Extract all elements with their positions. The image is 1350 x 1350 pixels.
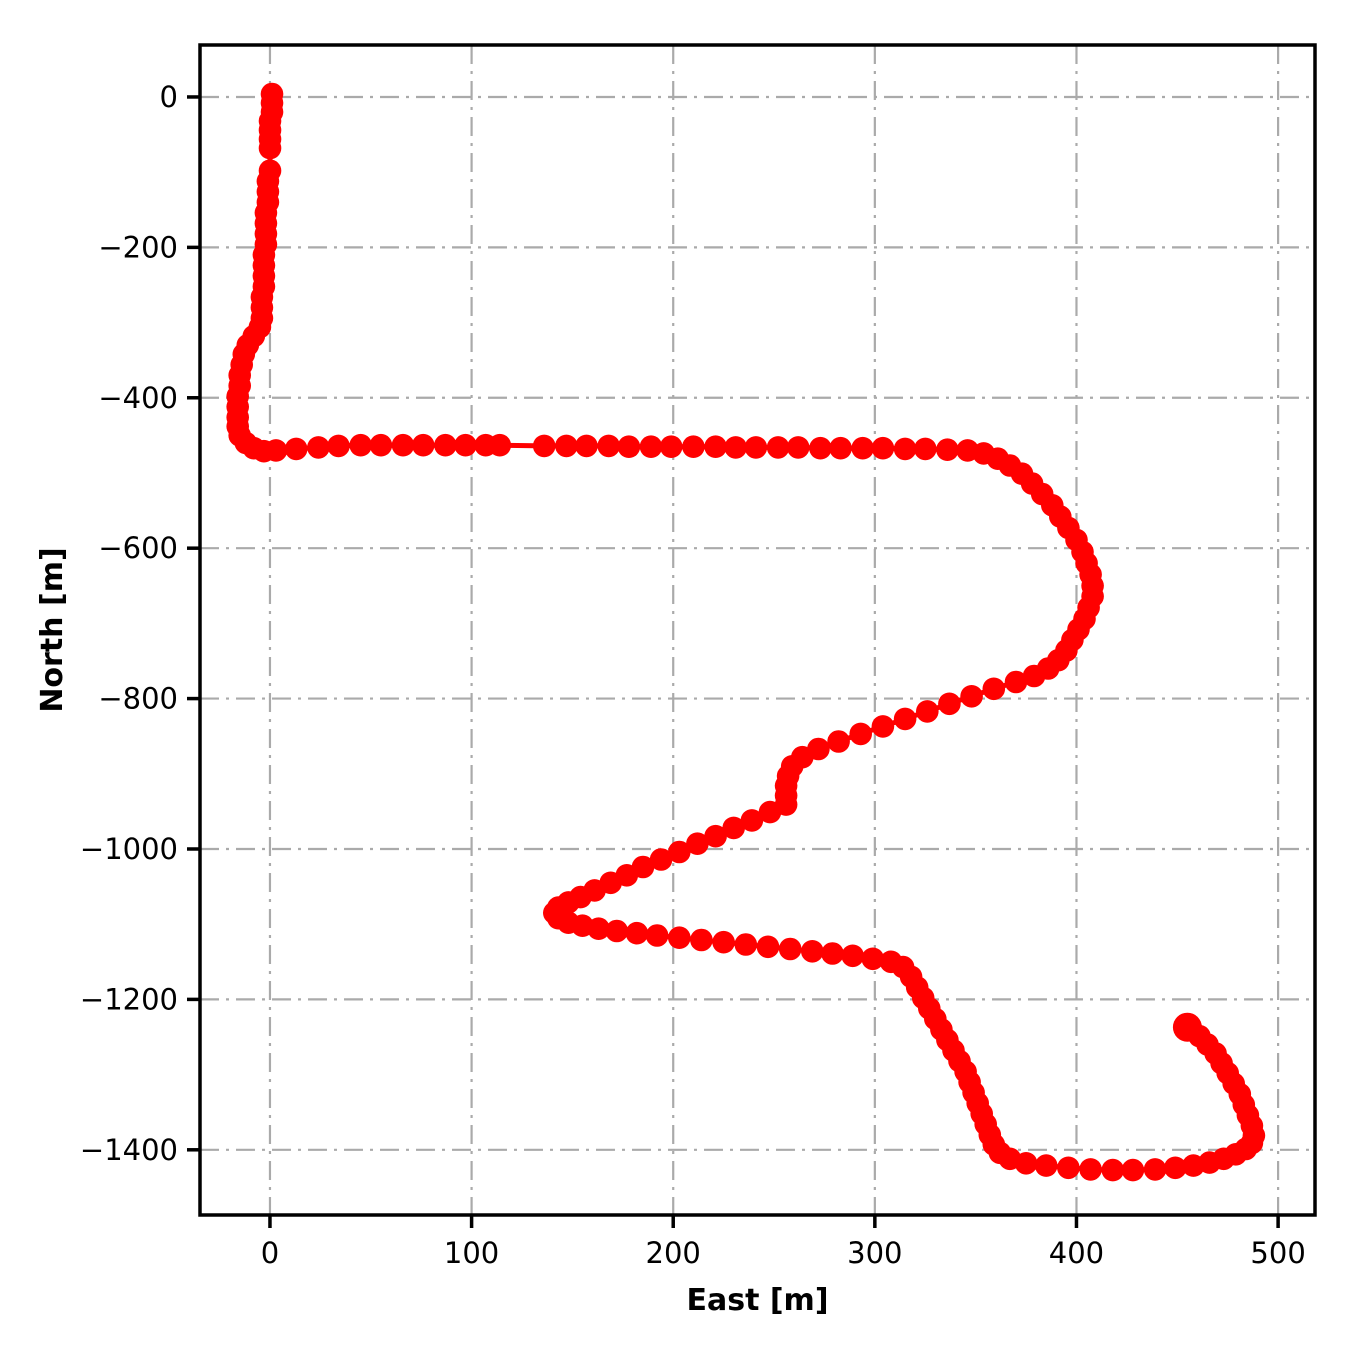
trajectory-dot — [871, 436, 895, 460]
trajectory-dot — [1079, 1158, 1102, 1181]
trajectory-dot — [936, 438, 959, 462]
x-tick-label: 0 — [261, 1236, 279, 1270]
trajectory-dot — [587, 917, 610, 940]
trajectory-dot — [690, 928, 713, 952]
y-tick-label: −1400 — [80, 1133, 178, 1167]
trajectory-dot — [434, 433, 457, 457]
trajectory-dot — [639, 435, 663, 459]
trajectory-dot — [712, 930, 735, 954]
trajectory-dot — [682, 435, 705, 459]
trajectory-dot — [893, 707, 917, 731]
trajectory-dot — [645, 924, 669, 947]
trajectory-dot — [555, 434, 578, 458]
trajectory-dot — [786, 436, 810, 459]
trajectory-dot — [841, 944, 864, 968]
trajectory-dot — [756, 935, 780, 959]
trajectory-dot — [1004, 670, 1028, 694]
y-axis-label: North [m] — [35, 547, 70, 712]
plot-border — [198, 43, 1317, 1217]
trajectory-dot — [960, 685, 983, 708]
x-tick-label: 400 — [1049, 1236, 1104, 1270]
trajectory-dot — [744, 436, 768, 459]
trajectory-dot — [284, 437, 308, 461]
trajectory-dot — [893, 437, 917, 461]
trajectory-dot — [659, 435, 683, 459]
x-tick-label: 500 — [1250, 1236, 1305, 1270]
trajectory-dot — [982, 677, 1006, 701]
trajectory-dot — [766, 436, 790, 459]
trajectory-dot — [1101, 1158, 1125, 1182]
x-tick-label: 100 — [444, 1236, 499, 1270]
trajectory-dot — [264, 439, 288, 462]
trajectory-dot — [829, 436, 852, 460]
trajectory-dot — [851, 436, 874, 460]
trajectory-dot — [488, 433, 512, 457]
y-tick-label: −600 — [98, 531, 178, 565]
trajectory-line — [235, 94, 1257, 1173]
y-tick-label: −400 — [98, 381, 178, 415]
trajectory-dot — [369, 433, 393, 457]
trajectory-dot — [871, 715, 895, 738]
trajectory-dot — [724, 436, 747, 459]
trajectory-dot — [938, 692, 961, 716]
trajectory-dot — [821, 942, 844, 965]
trajectory-dot — [597, 434, 620, 458]
x-tick-label: 200 — [646, 1236, 701, 1270]
y-tick-label: 0 — [160, 80, 178, 114]
y-tick-label: −800 — [98, 682, 178, 716]
trajectory-dot — [575, 434, 598, 458]
y-tick-label: −1200 — [80, 982, 178, 1016]
trajectory-dot — [827, 730, 850, 753]
x-axis-label: East [m] — [686, 1283, 828, 1318]
trajectory-dot — [617, 435, 641, 459]
trajectory-dot — [411, 433, 435, 457]
trajectory-dot — [605, 919, 629, 943]
x-tick-label: 300 — [847, 1236, 902, 1270]
trajectory-dot — [740, 809, 764, 832]
trajectory-dot — [686, 832, 709, 855]
trajectory-dot — [454, 433, 477, 457]
trajectory-dot — [1057, 1156, 1080, 1180]
trajectory-dot — [1022, 664, 1046, 688]
trajectory-dot — [1143, 1158, 1167, 1181]
trajectory-dot — [532, 434, 556, 458]
y-tick-label: −200 — [98, 230, 178, 264]
trajectory-dot — [758, 800, 782, 824]
trajectory-dot — [801, 940, 824, 963]
trajectory-end-marker — [1172, 1012, 1202, 1042]
trajectory-dot — [861, 947, 885, 971]
trajectory-dot — [778, 937, 802, 961]
trajectory-dot — [649, 848, 673, 871]
trajectory-dot — [914, 437, 937, 461]
trajectory-dot — [1164, 1156, 1187, 1180]
trajectory-dot — [668, 840, 691, 864]
tick-labels: 0 100 200 300 400 500 0 −200 −400 −600 −800 −1000 −1… — [80, 80, 1306, 1270]
trajectory-dot — [307, 436, 330, 459]
trajectory-dot — [722, 816, 745, 840]
trajectory-dot — [849, 722, 872, 746]
trajectory-dot — [349, 433, 373, 457]
trajectory-dot — [734, 933, 758, 956]
trajectory-dot — [704, 824, 727, 848]
trajectory-dot — [1014, 1152, 1038, 1175]
trajectory-dot — [668, 926, 691, 949]
tick-marks — [187, 95, 1280, 1228]
trajectory-dot — [1034, 1154, 1058, 1177]
trajectory-dot — [391, 433, 415, 457]
trajectory-series — [226, 82, 1266, 1182]
trajectory-dot — [625, 921, 649, 945]
trajectory-dot — [916, 700, 939, 723]
trajectory-dot — [704, 435, 727, 459]
grid — [200, 45, 1315, 1215]
trajectory-dot — [258, 136, 282, 160]
trajectory-dot — [809, 436, 832, 460]
y-tick-label: −1000 — [80, 832, 178, 866]
trajectory-dot — [1121, 1158, 1145, 1182]
trajectory-dot — [327, 434, 350, 458]
